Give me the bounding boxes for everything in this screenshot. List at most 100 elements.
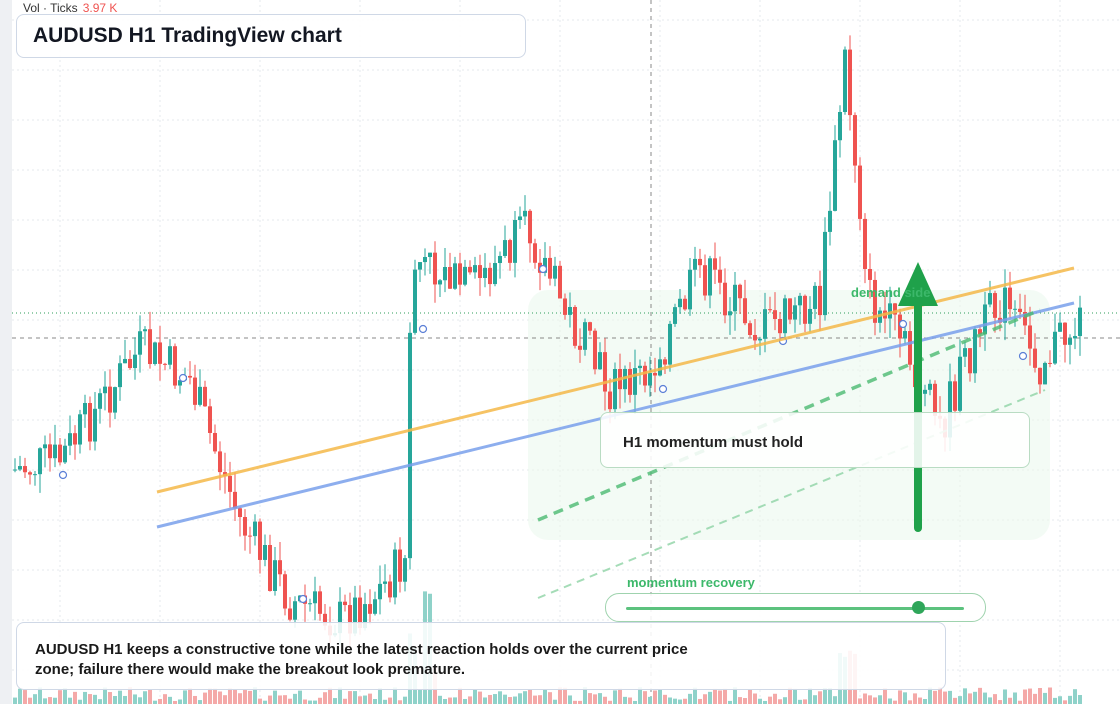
- volume-bar: [513, 696, 517, 704]
- candle-body: [588, 322, 592, 331]
- candle-body: [318, 591, 322, 614]
- candle-body: [193, 377, 197, 405]
- candle-body: [63, 445, 67, 463]
- volume-bar: [168, 696, 172, 704]
- volume-bar: [733, 687, 737, 704]
- volume-bar: [368, 693, 372, 704]
- volume-bar: [188, 687, 192, 704]
- candle-body: [178, 380, 182, 386]
- volume-bar: [483, 697, 487, 704]
- candle-body: [783, 298, 787, 334]
- volume-bar: [638, 687, 642, 704]
- volume-bar: [578, 700, 582, 704]
- volume-bar: [463, 698, 467, 704]
- volume-bar: [58, 690, 62, 704]
- volume-bar: [43, 698, 47, 704]
- volume-bar: [298, 690, 302, 704]
- candle-body: [263, 545, 267, 560]
- candle-body: [48, 444, 52, 459]
- volume-bar: [803, 699, 807, 704]
- candle-body: [558, 265, 562, 299]
- slider-knob[interactable]: [912, 601, 925, 614]
- candle-body: [283, 574, 287, 609]
- volume-bar: [603, 696, 607, 704]
- candle-body: [748, 323, 752, 335]
- volume-bar: [18, 688, 22, 704]
- volume-bar: [1043, 692, 1047, 704]
- volume-bar: [528, 689, 532, 704]
- volume-bar: [443, 698, 447, 704]
- candle-body: [363, 604, 367, 629]
- volume-bar: [648, 696, 652, 704]
- volume-bar: [698, 698, 702, 704]
- candle-body: [108, 386, 112, 413]
- volume-bar: [353, 691, 357, 704]
- candle-body: [348, 605, 352, 634]
- marker: [418, 324, 428, 334]
- volume-bar: [418, 689, 422, 704]
- candle-body: [113, 387, 117, 413]
- candle-body: [573, 307, 577, 346]
- candle-body: [313, 591, 317, 604]
- volume-bar: [998, 700, 1002, 704]
- candle-body: [693, 258, 697, 270]
- volume-bar: [1058, 696, 1062, 704]
- candle-body: [728, 311, 732, 316]
- candle-body: [18, 466, 22, 470]
- candle-body: [163, 363, 167, 365]
- candle-body: [718, 269, 722, 283]
- candle-body: [978, 329, 982, 335]
- candle-body: [278, 560, 282, 575]
- candle-body: [793, 305, 797, 320]
- volume-bar: [93, 694, 97, 704]
- volume-bar: [598, 693, 602, 704]
- volume-bar: [568, 695, 572, 704]
- volume-bar: [458, 687, 462, 704]
- volume-bar: [573, 700, 577, 704]
- volume-bar: [763, 700, 767, 704]
- candle-body: [458, 263, 462, 285]
- volume-bar: [363, 695, 367, 704]
- candle-body: [1033, 348, 1037, 368]
- candle-body: [808, 308, 812, 324]
- volume-bar: [153, 700, 157, 704]
- marker: [58, 470, 68, 480]
- candle-body: [248, 535, 252, 537]
- candle-body: [578, 345, 582, 350]
- candle-body: [983, 304, 987, 335]
- slider[interactable]: [605, 593, 986, 622]
- volume-bar: [718, 690, 722, 704]
- volume-bar: [533, 695, 537, 704]
- volume-bar: [748, 689, 752, 704]
- candle-body: [353, 597, 357, 634]
- candle-body: [993, 293, 997, 318]
- candle-body: [33, 474, 37, 476]
- candle-body: [273, 560, 277, 591]
- scale-strip: [0, 0, 12, 704]
- candle-body: [153, 342, 157, 365]
- volume-bar: [678, 699, 682, 704]
- volume-bar: [338, 687, 342, 704]
- candle-body: [243, 517, 247, 536]
- candle-body: [93, 408, 97, 442]
- candle-body: [138, 331, 142, 355]
- candle-body: [203, 386, 207, 407]
- volume-bar: [13, 697, 17, 704]
- candle-body: [563, 298, 567, 315]
- candle-body: [948, 381, 952, 438]
- caption-box: AUDUSD H1 keeps a constructive tone whil…: [16, 622, 946, 690]
- candle-body: [833, 140, 837, 211]
- marker: [898, 319, 908, 329]
- candle-body: [1053, 331, 1057, 364]
- volume-bar: [398, 700, 402, 704]
- volume-bar: [233, 689, 237, 704]
- volume-bar: [548, 692, 552, 704]
- candle-body: [528, 210, 532, 244]
- volume-bar: [438, 695, 442, 704]
- candle-body: [1028, 325, 1032, 349]
- volume-bar: [923, 699, 927, 704]
- volume-bar: [858, 698, 862, 704]
- candle-body: [393, 549, 397, 598]
- volume-bar: [828, 687, 832, 704]
- volume-bar: [503, 694, 507, 704]
